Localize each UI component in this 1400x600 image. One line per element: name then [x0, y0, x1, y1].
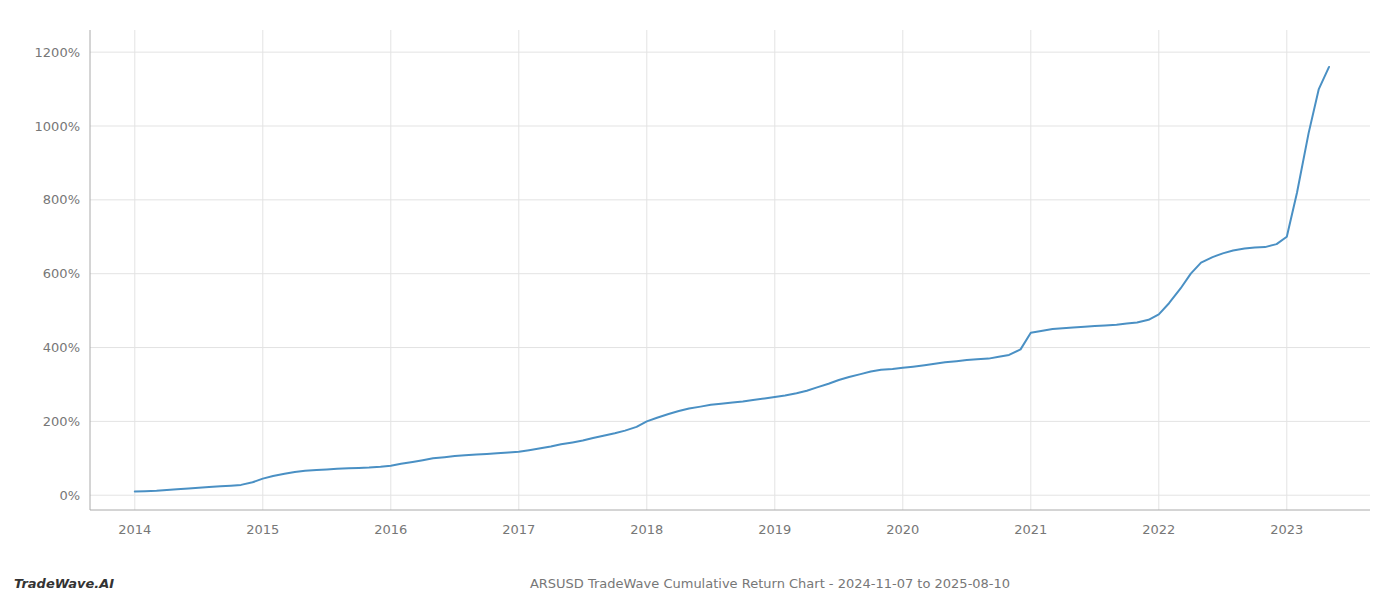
y-grid-line [90, 52, 1370, 53]
y-tick-label: 1200% [35, 45, 80, 60]
y-axis-line [90, 30, 91, 510]
x-tick-label: 2019 [758, 522, 791, 537]
x-tick-label: 2015 [246, 522, 279, 537]
x-grid-line [134, 30, 135, 510]
plot-area [135, 67, 1329, 492]
y-grid-line [90, 495, 1370, 496]
x-grid-line [1158, 30, 1159, 510]
x-grid-line [646, 30, 647, 510]
x-tick-label: 2017 [502, 522, 535, 537]
x-tick-label: 2014 [118, 522, 151, 537]
x-grid-line [1030, 30, 1031, 510]
x-grid-line [390, 30, 391, 510]
footer-annotation: TradeWave.AI [14, 576, 114, 591]
x-grid-line [262, 30, 263, 510]
x-tick-label: 2020 [886, 522, 919, 537]
x-tick-label: 2016 [374, 522, 407, 537]
y-tick-label: 600% [43, 266, 80, 281]
y-grid-line [90, 199, 1370, 200]
return-line [135, 67, 1329, 492]
y-tick-label: 1000% [35, 119, 80, 134]
x-grid-line [518, 30, 519, 510]
y-grid-line [90, 421, 1370, 422]
y-grid-line [90, 126, 1370, 127]
y-tick-label: 800% [43, 192, 80, 207]
axes: 2014 2015 2016 2017 2018 2019 2020 2021 2022 2023… [35, 30, 1370, 537]
y-grid-line [90, 273, 1370, 274]
y-grid-line [90, 347, 1370, 348]
grid [90, 30, 1370, 510]
y-tick-label: 200% [43, 414, 80, 429]
background [0, 0, 1400, 600]
x-axis-line [90, 510, 1370, 511]
x-tick-label: 2022 [1142, 522, 1175, 537]
x-grid-line [902, 30, 903, 510]
x-tick-label: 2023 [1270, 522, 1303, 537]
x-tick-label: 2021 [1014, 522, 1047, 537]
title: ARSUSD TradeWave Cumulative Return Chart… [530, 576, 1010, 591]
chart: 2014 2015 2016 2017 2018 2019 2020 2021 2022 2023… [0, 0, 1400, 600]
y-tick-label: 400% [43, 340, 80, 355]
x-grid-line [774, 30, 775, 510]
y-tick-label: 0% [59, 488, 80, 503]
x-grid-line [1286, 30, 1287, 510]
x-tick-label: 2018 [630, 522, 663, 537]
